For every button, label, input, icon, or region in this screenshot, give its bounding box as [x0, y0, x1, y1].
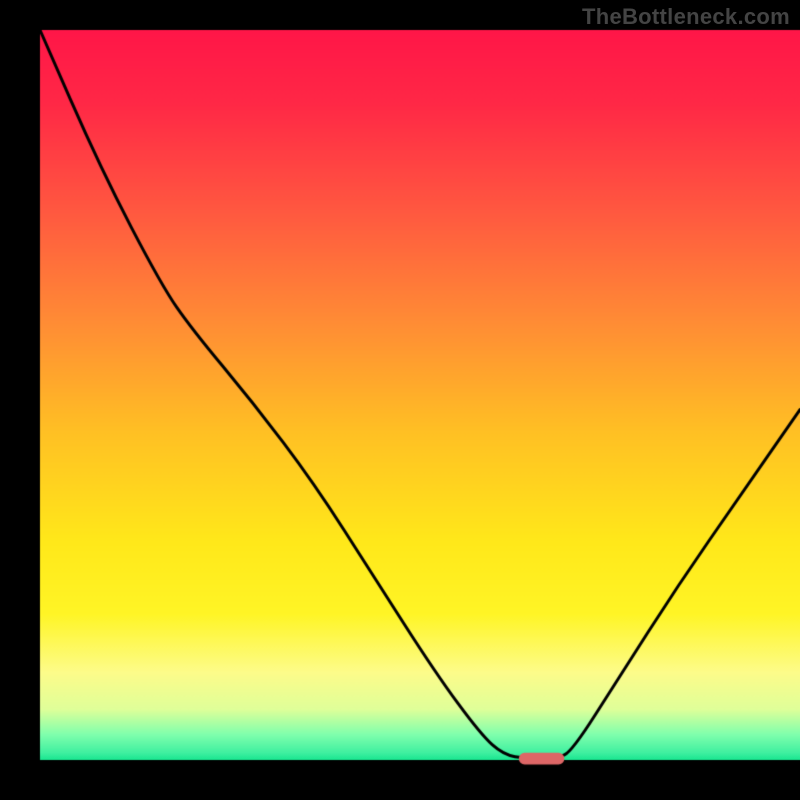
chart-canvas: [0, 0, 800, 800]
watermark-text: TheBottleneck.com: [582, 4, 790, 30]
